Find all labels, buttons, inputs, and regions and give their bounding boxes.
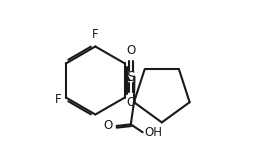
Text: F: F (55, 93, 61, 106)
Text: F: F (92, 28, 99, 41)
Text: O: O (126, 96, 136, 109)
Text: O: O (126, 44, 136, 57)
Text: O: O (103, 119, 112, 133)
Text: OH: OH (144, 126, 162, 139)
Text: S: S (126, 70, 135, 84)
